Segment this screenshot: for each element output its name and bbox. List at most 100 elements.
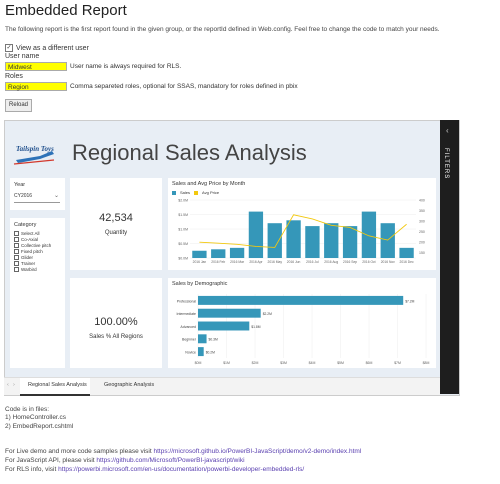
bar bbox=[229, 247, 245, 258]
data-label: $0.3M bbox=[209, 338, 218, 342]
y-tick-label: $2.0M bbox=[178, 199, 188, 203]
category-item[interactable]: Collective pitch bbox=[14, 242, 51, 248]
avg-price-line bbox=[199, 214, 407, 248]
year-label: Year bbox=[14, 182, 26, 188]
checkbox[interactable] bbox=[14, 266, 19, 272]
tab-geographic-analysis[interactable]: Geographic Analysis bbox=[104, 382, 155, 388]
y2-tick-label: 400 bbox=[419, 199, 425, 203]
filters-label: FILTERS bbox=[443, 148, 449, 180]
rls-line: For RLS info, visit https://powerbi.micr… bbox=[5, 466, 305, 473]
category-label: Fixed pitch bbox=[21, 248, 43, 254]
bar bbox=[248, 211, 264, 258]
legend-sales: Sales bbox=[180, 190, 191, 195]
x-tick-label: 2016 Sep bbox=[343, 260, 357, 264]
file1: 1) HomeController.cs bbox=[5, 414, 67, 421]
chart2-svg: $0M $1M $2M $3M $4M $5M $6M $7M $8M Professional $… bbox=[177, 294, 429, 365]
sales-avg-price-chart: Sales and Avg Price by Month Sales Avg P… bbox=[168, 178, 436, 270]
year-value[interactable]: CY2016 bbox=[14, 193, 33, 199]
chart2-title: Sales by Demographic bbox=[172, 281, 228, 287]
x-tick-label: 2016 Nov bbox=[381, 260, 395, 264]
category-label: Glider bbox=[21, 254, 34, 260]
checkbox[interactable] bbox=[14, 248, 19, 254]
y2-tick-label: 300 bbox=[419, 220, 425, 224]
roles-input[interactable]: Region bbox=[5, 82, 67, 91]
data-label: $0.2M bbox=[206, 351, 215, 355]
y-tick-label: $1.0M bbox=[178, 228, 188, 232]
bar bbox=[198, 295, 404, 305]
category-item[interactable]: Select All bbox=[14, 230, 51, 236]
bar bbox=[211, 249, 226, 258]
x-tick-label: 2016 Apr bbox=[249, 260, 263, 264]
x-tick-label: $5M bbox=[337, 361, 344, 365]
data-label: $1.8M bbox=[251, 325, 260, 329]
checkbox[interactable] bbox=[14, 254, 19, 260]
y-tick-label: $0.5M bbox=[178, 242, 188, 246]
x-tick-label: $1M bbox=[223, 361, 230, 365]
checkbox[interactable]: ✓ bbox=[5, 44, 13, 52]
live-demo-link[interactable]: https://microsoft.github.io/PowerBI-Java… bbox=[153, 448, 362, 455]
logo-text: Tailspin Toys bbox=[16, 145, 54, 153]
x-tick-label: $7M bbox=[394, 361, 401, 365]
category-item[interactable]: Fixed pitch bbox=[14, 248, 51, 254]
roles-label: Roles bbox=[5, 73, 23, 80]
x-tick-label: 2016 Dec bbox=[400, 260, 414, 264]
category-item[interactable]: Co-Axial bbox=[14, 236, 51, 242]
y-tick-label: $1.5M bbox=[178, 213, 188, 217]
year-slicer[interactable]: Year CY2016 ⌄ bbox=[10, 178, 65, 210]
sales-by-demographic-chart: Sales by Demographic $0M $1M $2M $3M $4M $5M $… bbox=[168, 278, 436, 368]
data-label: $7.2M bbox=[405, 299, 414, 303]
category-label: Select All bbox=[21, 230, 40, 236]
quantity-value: 42,534 bbox=[99, 212, 133, 224]
page-title: Embedded Report bbox=[5, 2, 127, 19]
tab-label: Regional Sales Analysis bbox=[28, 382, 87, 388]
checkbox[interactable] bbox=[14, 230, 19, 236]
x-tick-label: $2M bbox=[252, 361, 259, 365]
x-tick-label: 2016 Aug bbox=[324, 260, 338, 264]
x-tick-label: 2016 May bbox=[268, 260, 283, 264]
x-tick-label: 2016 Jul bbox=[306, 260, 319, 264]
view-as-checkbox-row[interactable]: ✓ View as a different user bbox=[5, 44, 89, 52]
category-label: Beginner bbox=[182, 338, 197, 342]
checkbox[interactable] bbox=[14, 236, 19, 242]
checkbox[interactable] bbox=[14, 260, 19, 266]
x-tick-label: $4M bbox=[309, 361, 316, 365]
x-tick-label: 2016 Oct bbox=[362, 260, 375, 264]
tailspin-logo: Tailspin Toys bbox=[13, 145, 54, 165]
legend-avg-price: Avg Price bbox=[202, 190, 220, 195]
category-item[interactable]: Glider bbox=[14, 254, 51, 260]
category-label: Category bbox=[14, 222, 37, 228]
rls-link[interactable]: https://powerbi.microsoft.com/en-us/docu… bbox=[58, 466, 305, 473]
category-label: Novice bbox=[185, 351, 196, 355]
chart1-legend: Sales Avg Price bbox=[172, 190, 219, 195]
x-tick-label: $3M bbox=[280, 361, 287, 365]
y2-tick-label: 350 bbox=[419, 209, 425, 213]
category-item[interactable]: Warbird bbox=[14, 266, 51, 272]
chevron-left-icon[interactable]: ‹ bbox=[446, 126, 449, 135]
bar bbox=[342, 226, 358, 258]
js-api-link[interactable]: https://github.com/Microsoft/PowerBI-jav… bbox=[96, 457, 245, 464]
checkbox[interactable] bbox=[14, 242, 19, 248]
reload-button[interactable]: Reload bbox=[5, 99, 32, 112]
report-title: Regional Sales Analysis bbox=[72, 140, 307, 165]
report-tabs: ‹ › Regional Sales Analysis Geographic A… bbox=[4, 377, 440, 396]
category-label: Advanced bbox=[180, 325, 196, 329]
chevron-down-icon[interactable]: ⌄ bbox=[54, 193, 60, 199]
js-api-line: For JavaScript API, please visit https:/… bbox=[5, 457, 245, 464]
x-tick-label: $0M bbox=[195, 361, 202, 365]
bar bbox=[380, 223, 395, 258]
bar bbox=[361, 211, 377, 258]
file2: 2) EmbedReport.cshtml bbox=[5, 423, 74, 430]
view-as-label: View as a different user bbox=[16, 44, 89, 52]
category-item[interactable]: Trainer bbox=[14, 260, 51, 266]
category-label: Professional bbox=[177, 299, 196, 303]
tab-prev-icon[interactable]: ‹ bbox=[7, 382, 9, 388]
tab-regional-sales[interactable]: Regional Sales Analysis bbox=[20, 378, 90, 396]
filters-pane[interactable]: ‹ FILTERS bbox=[440, 120, 459, 394]
category-label: Collective pitch bbox=[21, 242, 52, 248]
bar bbox=[305, 226, 320, 258]
bar bbox=[198, 347, 204, 357]
category-label: Trainer bbox=[21, 260, 36, 266]
x-tick-label: 2016 Jan bbox=[193, 260, 207, 264]
username-input[interactable]: Midwest bbox=[5, 62, 67, 71]
tab-next-icon[interactable]: › bbox=[13, 382, 15, 388]
